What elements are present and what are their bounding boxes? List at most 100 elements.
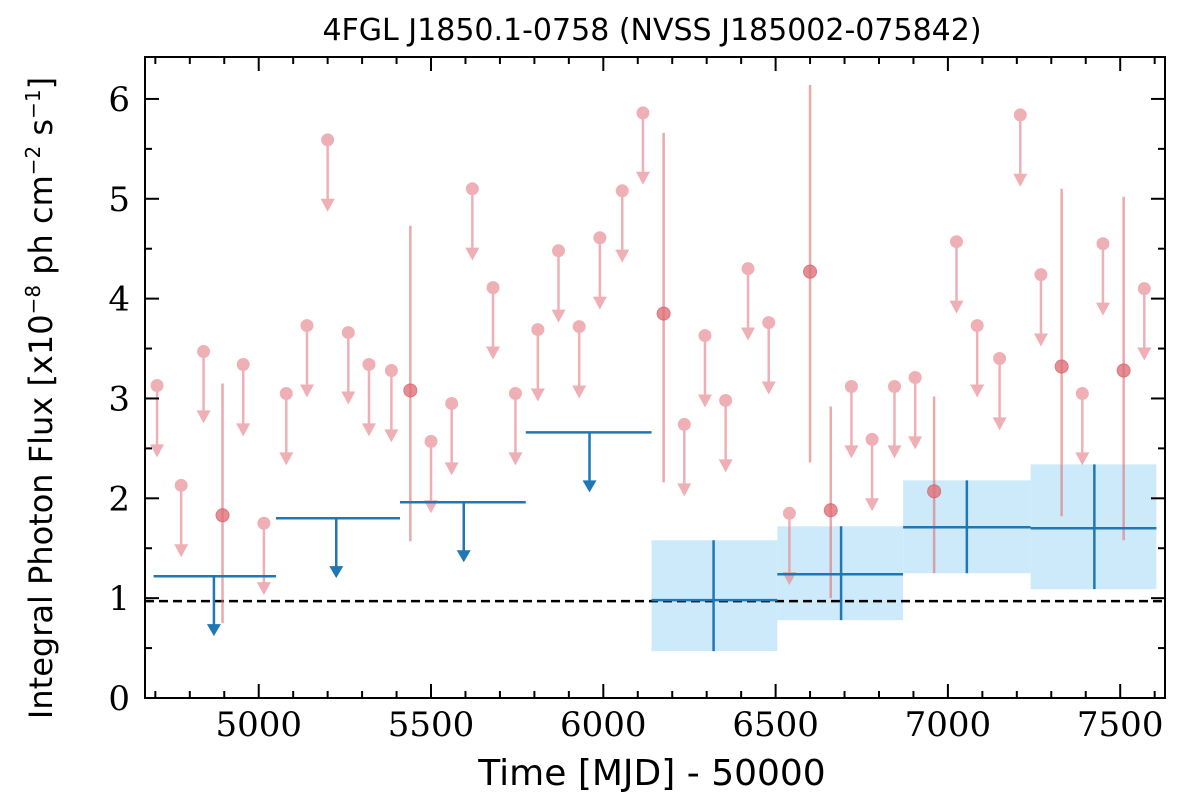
detection-marker: [803, 264, 818, 279]
y-tick-label: 4: [108, 280, 130, 320]
x-tick-label: 5500: [388, 705, 475, 745]
upper-limit-arrow: [697, 394, 712, 408]
upper-limit-point-7: [320, 133, 335, 212]
upper-limit-marker: [531, 323, 545, 337]
plot-frame: [144, 56, 1166, 699]
y-axis-label-unit2: s: [22, 119, 60, 146]
binned-detection-3: [1030, 464, 1157, 590]
upper-limit-arrow: [718, 459, 733, 473]
upper-limit-marker: [615, 184, 629, 198]
x-tick-label: 5000: [215, 705, 302, 745]
detection-point-5: [927, 396, 942, 574]
upper-limit-marker: [698, 329, 712, 343]
upper-limit-point-10: [384, 364, 399, 443]
upper-limit-point-2: [196, 345, 211, 424]
y-axis-label-end: ]: [22, 77, 60, 89]
upper-limit-marker: [362, 358, 376, 372]
upper-limit-marker: [970, 319, 984, 333]
x-tick-label: 6000: [560, 705, 647, 745]
upper-limit-marker: [424, 434, 438, 448]
upper-limit-marker: [279, 386, 293, 400]
upper-limit-marker: [1034, 268, 1048, 282]
detection-point-0: [215, 383, 230, 624]
upper-limit-arrow: [361, 423, 376, 437]
upper-limit-point-1: [174, 478, 189, 558]
upper-limit-point-30: [887, 379, 902, 459]
upper-limit-point-4: [256, 516, 271, 596]
y-axis-label-unit1: ph cm: [22, 175, 60, 285]
upper-limit-marker: [552, 244, 566, 258]
detection-marker: [927, 484, 942, 499]
upper-limit-arrow: [1075, 452, 1090, 466]
plot-area: 5000 5500 6000 6500 7000 7500 0 1 2 3 4 5 6: [108, 56, 1166, 745]
upper-limit-marker: [465, 182, 479, 196]
upper-limit-point-24: [718, 393, 733, 473]
y-tick-label: 1: [108, 579, 130, 619]
binned-detection-2: [903, 480, 1031, 574]
upper-limit-marker: [257, 516, 271, 530]
binned-upper-limit-arrow: [206, 624, 221, 637]
detection-marker: [403, 383, 418, 398]
upper-limit-marker: [197, 345, 211, 359]
upper-limit-point-39: [1137, 282, 1152, 361]
upper-limit-arrow: [949, 300, 964, 314]
upper-limit-point-26: [761, 316, 776, 395]
upper-limit-arrow: [572, 385, 587, 399]
upper-limit-arrow: [970, 384, 985, 398]
upper-limit-marker: [572, 320, 586, 334]
upper-limit-arrow: [677, 483, 692, 497]
upper-limit-arrow: [1137, 347, 1152, 361]
upper-limit-point-38: [1095, 237, 1110, 316]
upper-limit-arrow: [887, 445, 902, 459]
upper-limit-marker: [384, 364, 398, 378]
upper-limit-marker: [593, 231, 607, 245]
detection-marker: [656, 306, 671, 321]
detection-point-1: [403, 225, 418, 542]
y-axis-label-exp2: −2: [21, 146, 45, 175]
upper-limit-marker: [950, 235, 964, 249]
upper-limit-point-17: [551, 244, 566, 323]
upper-limit-marker: [762, 316, 776, 330]
upper-limit-point-33: [970, 319, 985, 398]
upper-limit-point-16: [530, 323, 545, 402]
x-tick-label: 7000: [905, 705, 992, 745]
upper-limit-marker: [1075, 386, 1089, 400]
upper-limit-arrow: [279, 452, 294, 466]
upper-limit-arrow: [508, 452, 523, 466]
upper-limit-arrow: [320, 198, 335, 212]
upper-limit-arrow: [635, 171, 650, 185]
upper-limit-marker: [341, 326, 355, 340]
upper-limit-arrow: [486, 346, 501, 360]
upper-limit-point-34: [992, 352, 1007, 431]
upper-limit-point-28: [844, 379, 859, 459]
upper-limit-arrow: [444, 462, 459, 476]
upper-limit-point-21: [635, 106, 650, 185]
upper-limit-point-13: [465, 182, 480, 261]
upper-limit-arrow: [341, 391, 356, 405]
upper-limit-arrow: [908, 436, 923, 450]
upper-limit-point-25: [741, 262, 756, 341]
upper-limit-point-19: [592, 231, 607, 310]
upper-limit-marker: [150, 378, 164, 392]
y-axis-label: Integral Photon Flux [x10−8 ph cm−2 s−1]: [21, 77, 60, 719]
upper-limit-arrow: [256, 582, 271, 596]
upper-limit-marker: [174, 478, 188, 492]
upper-limit-point-32: [949, 235, 964, 314]
upper-limit-marker: [844, 379, 858, 393]
upper-limit-marker: [908, 371, 922, 384]
upper-limit-point-9: [361, 358, 376, 437]
upper-limit-arrow: [465, 247, 480, 261]
upper-limit-arrow: [844, 445, 859, 459]
detection-marker: [1054, 359, 1069, 374]
upper-limit-marker: [300, 319, 314, 333]
y-tick-label: 3: [108, 379, 130, 419]
upper-limit-point-22: [677, 417, 692, 497]
upper-limit-marker: [321, 133, 335, 147]
upper-limit-arrow: [150, 444, 165, 458]
upper-limit-arrow: [530, 388, 545, 402]
upper-limit-point-37: [1075, 386, 1090, 466]
detection-point-6: [1054, 188, 1069, 517]
upper-limit-point-14: [486, 281, 501, 360]
upper-limit-marker: [741, 262, 755, 276]
y-axis-label-exp3: −1: [21, 89, 45, 118]
